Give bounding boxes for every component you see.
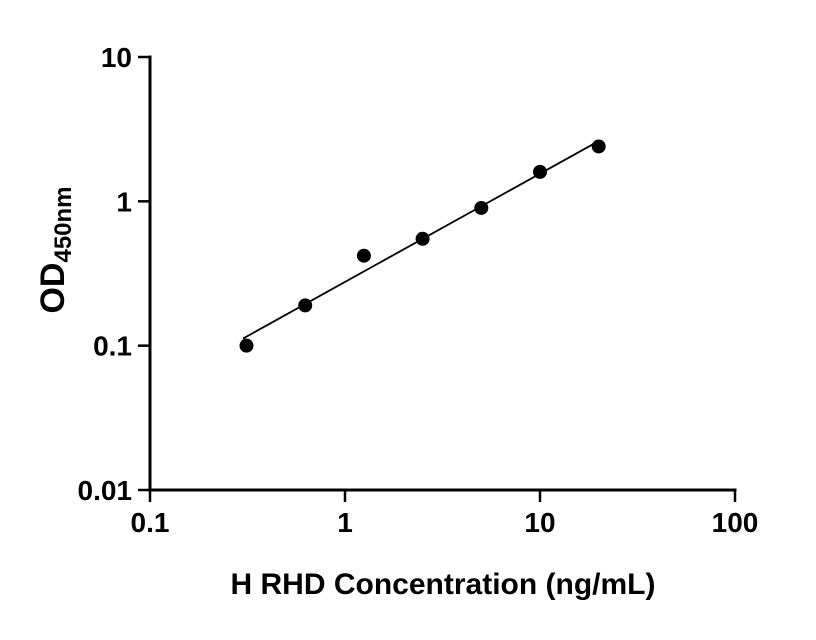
y-axis-title-main: OD bbox=[34, 263, 72, 314]
data-point bbox=[415, 231, 430, 246]
data-point bbox=[533, 164, 547, 179]
y-axis-title-subscript: 450nm bbox=[50, 186, 77, 262]
x-axis-title: H RHD Concentration (ng/mL) bbox=[231, 568, 656, 601]
data-point bbox=[474, 200, 489, 215]
x-tick-label: 10 bbox=[524, 507, 555, 538]
data-point bbox=[298, 298, 313, 313]
data-point bbox=[356, 248, 371, 263]
data-point bbox=[591, 139, 606, 154]
y-tick-label: 10 bbox=[101, 42, 132, 73]
data-point bbox=[239, 338, 254, 353]
x-tick-label: 0.1 bbox=[131, 507, 170, 538]
x-tick-label: 100 bbox=[712, 507, 759, 538]
y-axis-title: OD450nm bbox=[34, 186, 77, 313]
x-tick-label: 1 bbox=[337, 507, 353, 538]
y-tick-label: 0.1 bbox=[93, 331, 132, 362]
y-tick-label: 0.01 bbox=[78, 475, 133, 506]
y-tick-label: 1 bbox=[116, 186, 132, 217]
